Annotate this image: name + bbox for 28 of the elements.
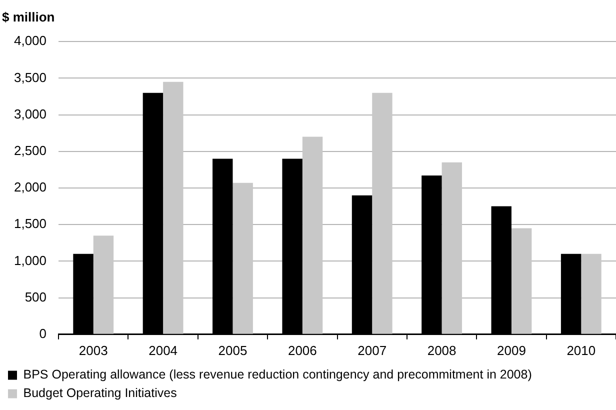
chart-title: $ million — [2, 9, 55, 24]
bar — [372, 92, 392, 334]
bar — [232, 182, 253, 334]
y-tick-label: 4,000 — [14, 33, 47, 48]
x-tick-label: 2006 — [288, 342, 317, 358]
bar — [302, 136, 323, 334]
bar — [511, 228, 532, 334]
x-tick-label: 2008 — [427, 342, 456, 358]
bar — [93, 236, 114, 334]
y-tick-label: 1,500 — [14, 216, 47, 232]
x-tick-label: 2005 — [218, 342, 248, 358]
x-tick-label: 2009 — [497, 342, 526, 358]
legend-label: BPS Operating allowance (less revenue reduction contingency and precommitment in 2008) — [23, 368, 532, 382]
bar — [442, 162, 462, 334]
y-tick-label: 500 — [24, 289, 47, 304]
y-tick-label: 3,500 — [14, 70, 47, 85]
y-tick-label: 1,000 — [14, 252, 47, 268]
legend-label: Budget Operating Initiatives — [23, 386, 177, 400]
bar — [581, 254, 602, 334]
bar — [163, 82, 184, 334]
y-tick-label: 2,500 — [14, 142, 47, 158]
y-tick-label: 3,000 — [14, 106, 47, 122]
y-tick-label: 0 — [39, 326, 47, 341]
y-tick-label: 2,000 — [14, 180, 47, 195]
x-tick-label: 2004 — [148, 342, 178, 358]
x-tick-label: 2010 — [566, 342, 596, 358]
x-tick-label: 2003 — [78, 342, 108, 358]
x-tick-label: 2007 — [358, 342, 387, 358]
